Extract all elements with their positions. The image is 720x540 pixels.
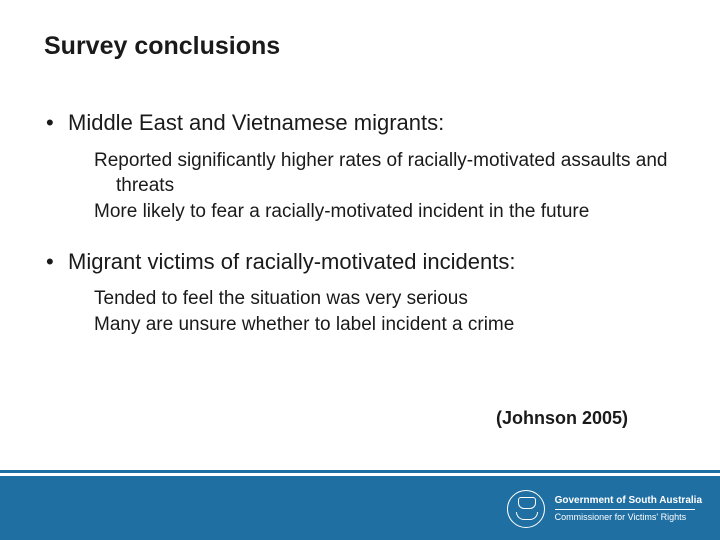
slide: Survey conclusions Middle East and Vietn… bbox=[0, 0, 720, 540]
footer-band: Government of South Australia Commission… bbox=[0, 476, 720, 540]
bullet-item: Migrant victims of racially-motivated in… bbox=[44, 247, 676, 277]
sub-item: Reported significantly higher rates of r… bbox=[94, 148, 676, 199]
sub-item: Tended to feel the situation was very se… bbox=[94, 286, 676, 312]
slide-content: Middle East and Vietnamese migrants: Rep… bbox=[44, 108, 676, 360]
sub-item: Many are unsure whether to label inciden… bbox=[94, 312, 676, 338]
crest-icon bbox=[507, 490, 545, 528]
org-name: Government of South Australia bbox=[555, 495, 702, 507]
sub-item: More likely to fear a racially-motivated… bbox=[94, 199, 676, 225]
logo-divider bbox=[555, 509, 695, 510]
slide-title: Survey conclusions bbox=[44, 32, 280, 61]
sub-block: Reported significantly higher rates of r… bbox=[44, 148, 676, 225]
footer-logo: Government of South Australia Commission… bbox=[507, 490, 702, 528]
citation: (Johnson 2005) bbox=[496, 408, 628, 429]
bullet-item: Middle East and Vietnamese migrants: bbox=[44, 108, 676, 138]
sub-block: Tended to feel the situation was very se… bbox=[44, 286, 676, 337]
org-subtitle: Commissioner for Victims' Rights bbox=[555, 512, 702, 523]
slide-footer: Government of South Australia Commission… bbox=[0, 470, 720, 540]
logo-text: Government of South Australia Commission… bbox=[555, 495, 702, 523]
